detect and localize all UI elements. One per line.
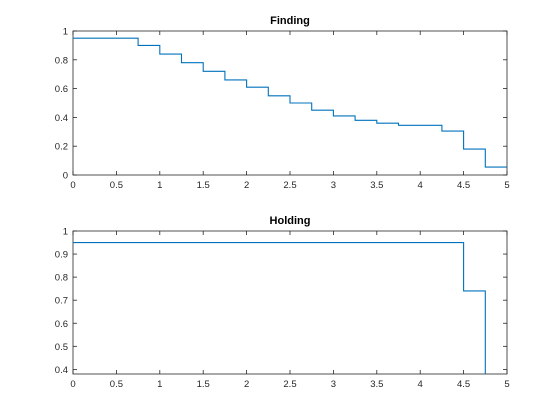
x-tick-label: 2 [244, 379, 249, 390]
x-tick-label: 3.5 [370, 180, 383, 191]
x-tick-label: 0.5 [110, 180, 123, 191]
x-tick-label: 3 [331, 180, 336, 191]
y-tick-label: 0.4 [55, 113, 68, 124]
x-tick-label: 2.5 [283, 180, 296, 191]
y-tick-label: 0.5 [55, 342, 68, 353]
y-tick-label: 0 [63, 171, 68, 182]
y-tick-label: 0.9 [55, 250, 68, 261]
x-tick-label: 4.5 [457, 379, 470, 390]
x-tick-label: 5 [504, 180, 509, 191]
x-tick-label: 2 [244, 180, 249, 191]
y-tick-label: 0.2 [55, 142, 68, 153]
x-tick-label: 5 [504, 379, 509, 390]
x-tick-label: 4 [418, 180, 423, 191]
x-tick-label: 0.5 [110, 379, 123, 390]
subplot-1: 0 0.5 1 1.5 2 2.5 3 3.5 4 4.5 5 0 0.2 0.4 0.6 0.8 1 Findi… [55, 15, 510, 191]
y-tick-label: 0.8 [55, 273, 68, 284]
x-tick-label: 0 [70, 379, 75, 390]
x-tick-label: 4.5 [457, 180, 470, 191]
x-tick-label: 1.5 [197, 379, 210, 390]
x-tick-label: 1 [157, 379, 162, 390]
y-tick-label: 0.6 [55, 84, 68, 95]
y-tick-label: 1 [63, 227, 68, 238]
series-line [73, 37, 507, 168]
x-tick-label: 1.5 [197, 180, 210, 191]
x-tick-label: 0 [70, 180, 75, 191]
y-tick-label: 0.8 [55, 55, 68, 66]
x-tick-label: 2.5 [283, 379, 296, 390]
x-tick-label: 4 [418, 379, 423, 390]
y-tick-label: 1 [63, 27, 68, 38]
series-line [73, 241, 486, 374]
subplot-2: 0 0.5 1 1.5 2 2.5 3 3.5 4 4.5 5 0.4 0.5 0.6 0.7 0.8 0.9 1… [55, 215, 510, 390]
chart-title: Finding [270, 15, 310, 27]
y-tick-label: 0.7 [55, 296, 68, 307]
y-tick-label: 0.6 [55, 319, 68, 330]
axes-box [72, 230, 508, 375]
x-tick-label: 1 [157, 180, 162, 191]
x-tick-label: 3 [331, 379, 336, 390]
y-tick-label: 0.4 [55, 365, 68, 376]
x-tick-label: 3.5 [370, 379, 383, 390]
chart-title: Holding [270, 215, 311, 227]
